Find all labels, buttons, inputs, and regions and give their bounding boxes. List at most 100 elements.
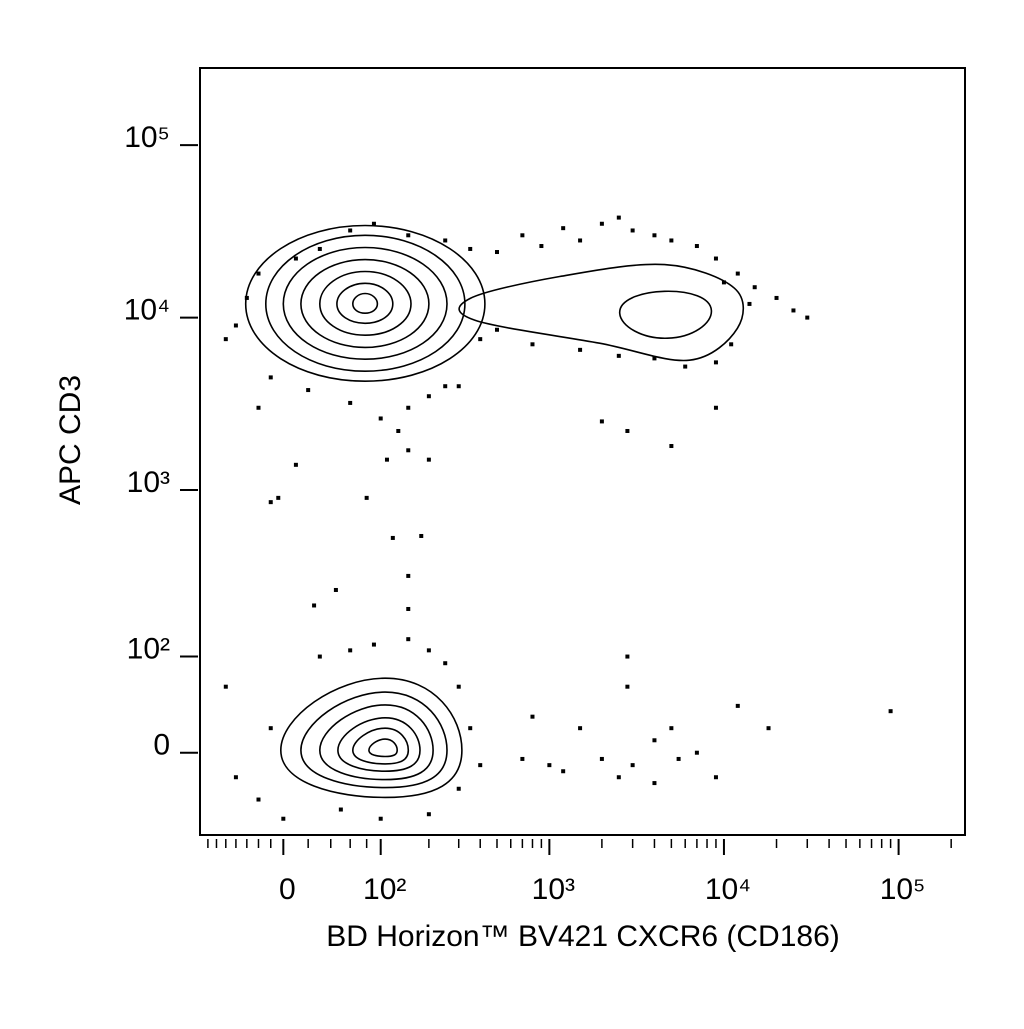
event-dot <box>306 388 311 393</box>
event-dot <box>223 337 228 342</box>
event-dot <box>713 360 718 365</box>
event-dot <box>713 775 718 780</box>
event-dot <box>478 763 483 768</box>
event-dot <box>348 400 353 405</box>
event-dot <box>652 738 657 743</box>
event-dot <box>384 457 389 462</box>
event-dot <box>625 684 630 689</box>
contour-line <box>300 258 430 349</box>
event-dot <box>426 457 431 462</box>
event-dot <box>774 295 779 300</box>
x-tick-label: 10⁵ <box>880 873 926 906</box>
y-axis-label: APC CD3 <box>54 375 87 505</box>
event-dot <box>616 775 621 780</box>
event-dot <box>694 750 699 755</box>
y-tick-label: 10³ <box>127 466 170 499</box>
event-dot <box>625 428 630 433</box>
event-dot <box>364 495 369 500</box>
event-dot <box>426 648 431 653</box>
y-tick-label: 10⁵ <box>124 121 170 154</box>
event-dot <box>348 228 353 233</box>
event-dot <box>406 573 411 578</box>
contour-line <box>282 246 448 361</box>
event-dot <box>520 756 525 761</box>
x-tick-label: 10² <box>363 873 406 906</box>
contour-line <box>351 292 379 315</box>
contour-line <box>244 224 486 383</box>
event-dot <box>293 462 298 467</box>
event-dot <box>317 654 322 659</box>
event-dot <box>669 238 674 243</box>
event-dot <box>888 709 893 714</box>
plot-frame <box>199 67 966 836</box>
contour-line <box>337 716 421 773</box>
event-dot <box>578 238 583 243</box>
event-dot <box>256 797 261 802</box>
event-dot <box>625 654 630 659</box>
x-tick-label: 10⁴ <box>705 873 751 906</box>
event-dot <box>406 233 411 238</box>
event-dot <box>539 244 544 249</box>
plot-layer: 0 10² 10³ 10⁴ 10⁵ 0 10² 10³ 10⁴ 10⁵ <box>124 121 952 906</box>
event-dot <box>630 228 635 233</box>
event-dot <box>419 533 424 538</box>
event-dot <box>256 271 261 276</box>
contour-line <box>368 738 399 758</box>
event-dot <box>268 375 273 380</box>
contour-line <box>318 704 434 781</box>
event-dot <box>443 238 448 243</box>
contour-line <box>351 727 410 765</box>
event-dot <box>721 280 726 285</box>
event-dot <box>468 246 473 251</box>
event-dot <box>578 347 583 352</box>
event-dot <box>520 233 525 238</box>
event-dot <box>652 356 657 361</box>
event-dot <box>268 500 273 505</box>
x-axis-label: BD Horizon™ BV421 CXCR6 (CD186) <box>326 920 840 953</box>
event-dot <box>406 637 411 642</box>
event-dot <box>390 535 395 540</box>
event-dot <box>456 684 461 689</box>
y-tick-label: 10⁴ <box>124 294 170 327</box>
event-dot <box>561 226 566 231</box>
x-tick-label: 10³ <box>532 873 575 906</box>
event-dot <box>406 606 411 611</box>
event-dot <box>599 419 604 424</box>
event-dot <box>735 271 740 276</box>
event-dot <box>478 337 483 342</box>
event-dot <box>256 405 261 410</box>
event-dot <box>371 642 376 647</box>
event-dot <box>713 256 718 261</box>
event-dot <box>752 285 757 290</box>
event-dot <box>456 384 461 389</box>
y-tick-label: 10² <box>127 632 170 665</box>
event-dot <box>791 308 796 313</box>
event-dot <box>338 807 343 812</box>
event-dot <box>805 315 810 320</box>
event-dot <box>494 250 499 255</box>
event-dot <box>443 661 448 666</box>
event-dot <box>530 714 535 719</box>
event-dot <box>468 726 473 731</box>
event-dot <box>406 448 411 453</box>
event-dot <box>396 428 401 433</box>
contour-line <box>618 290 713 340</box>
event-dot <box>599 221 604 226</box>
event-dot <box>669 444 674 449</box>
contour-line <box>336 282 394 325</box>
event-dot <box>694 244 699 249</box>
x-tick-label: 0 <box>279 873 296 906</box>
y-tick-label: 0 <box>153 729 170 762</box>
event-dot <box>616 215 621 220</box>
event-dot <box>747 301 752 306</box>
event-dot <box>406 405 411 410</box>
event-dot <box>443 384 448 389</box>
event-dot <box>616 353 621 358</box>
event-dot <box>766 726 771 731</box>
event-dot <box>223 684 228 689</box>
event-dot <box>281 816 286 821</box>
contour-line <box>264 234 466 373</box>
event-dot <box>530 342 535 347</box>
